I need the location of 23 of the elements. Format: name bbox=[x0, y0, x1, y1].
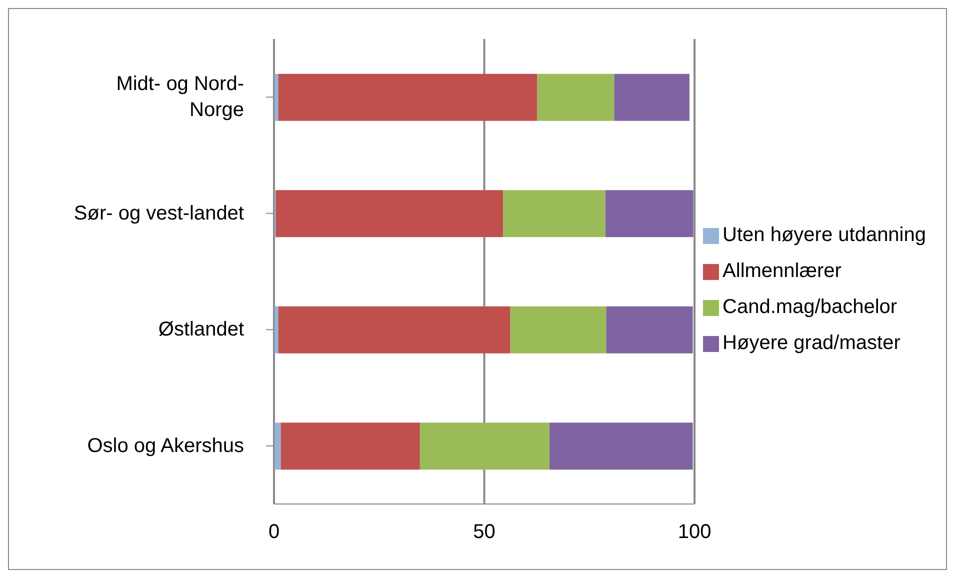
x-tick-label: 0 bbox=[268, 521, 280, 544]
y-tick-label: Oslo og Akershus bbox=[87, 434, 244, 457]
bar bbox=[605, 190, 694, 238]
legend-label: Cand.mag/bachelor bbox=[722, 296, 898, 318]
bar bbox=[537, 74, 614, 121]
y-tick-label: Østlandet bbox=[158, 318, 244, 341]
bar bbox=[510, 306, 606, 354]
bar bbox=[278, 74, 538, 121]
bar bbox=[276, 190, 504, 238]
legend-label: Allmennlærer bbox=[722, 260, 842, 282]
legend-label: Uten høyere utdanning bbox=[722, 224, 926, 246]
y-tick-label: Midt- og Nord-Norge bbox=[116, 73, 244, 122]
bar bbox=[420, 422, 550, 470]
bar bbox=[503, 190, 606, 238]
bar bbox=[278, 306, 510, 354]
legend-label: Høyere grad/master bbox=[722, 332, 900, 354]
x-tick-label: 100 bbox=[678, 521, 712, 544]
x-tick-label: 50 bbox=[473, 521, 496, 544]
bar bbox=[549, 422, 693, 470]
bar bbox=[614, 74, 690, 121]
y-tick-label: Sør- og vest-landet bbox=[74, 202, 244, 224]
bar bbox=[606, 306, 693, 354]
bar bbox=[280, 422, 420, 470]
